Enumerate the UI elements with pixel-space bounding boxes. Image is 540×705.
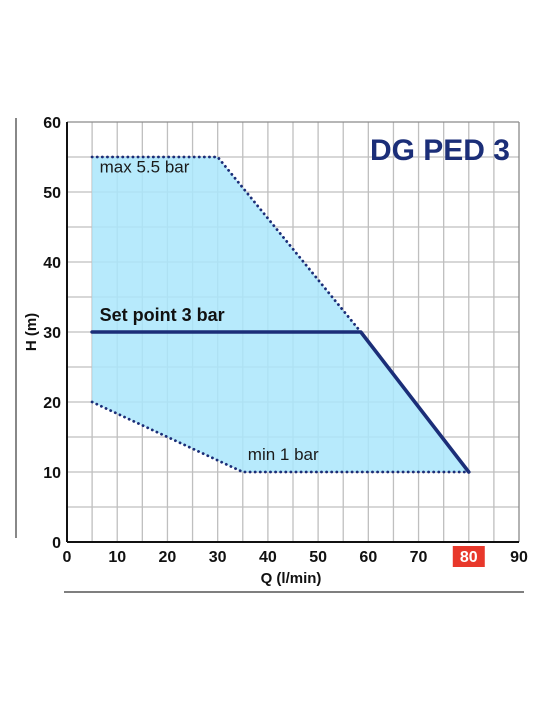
x-tick-label: 90 [510, 549, 528, 566]
y-tick-label: 60 [43, 115, 61, 132]
frame [15, 118, 524, 593]
x-tick-label: 10 [108, 549, 126, 566]
annotations: max 5.5 bar Set point 3 bar min 1 bar [100, 157, 319, 464]
y-tick-label: 10 [43, 465, 61, 482]
y-tick-label: 20 [43, 395, 61, 412]
x-tick-label: 0 [63, 549, 72, 566]
tick-labels: 0 10 20 30 40 50 60 70 80 90 0 10 20 30 40 50 60 [43, 115, 528, 567]
x-axis-label: Q (l/min) [261, 570, 322, 587]
y-tick-label: 30 [43, 325, 61, 342]
series-line-0 [90, 155, 363, 334]
series-line-2 [90, 400, 471, 474]
annotation-label: min 1 bar [248, 445, 319, 464]
y-tick-label: 40 [43, 255, 61, 272]
x-tick-label: 30 [209, 549, 227, 566]
y-axis-label: H (m) [23, 313, 40, 351]
y-tick-label: 50 [43, 185, 61, 202]
x-tick-label: 50 [309, 549, 327, 566]
series-lines [90, 155, 471, 474]
chart-title: DG PED 3 [370, 134, 510, 167]
x-tick-label: 60 [359, 549, 377, 566]
annotation-label: max 5.5 bar [100, 157, 190, 176]
operating-region-fill [92, 157, 469, 472]
series-line-1 [90, 330, 471, 474]
annotation-label: Set point 3 bar [100, 305, 225, 325]
x-tick-label: 20 [159, 549, 177, 566]
x-tick-label: 40 [259, 549, 277, 566]
x-tick-highlight [452, 546, 485, 567]
operating-region [92, 157, 469, 472]
x-tick-label: 80 [460, 549, 478, 566]
y-tick-label: 0 [52, 535, 61, 552]
x-tick-label: 70 [410, 549, 428, 566]
